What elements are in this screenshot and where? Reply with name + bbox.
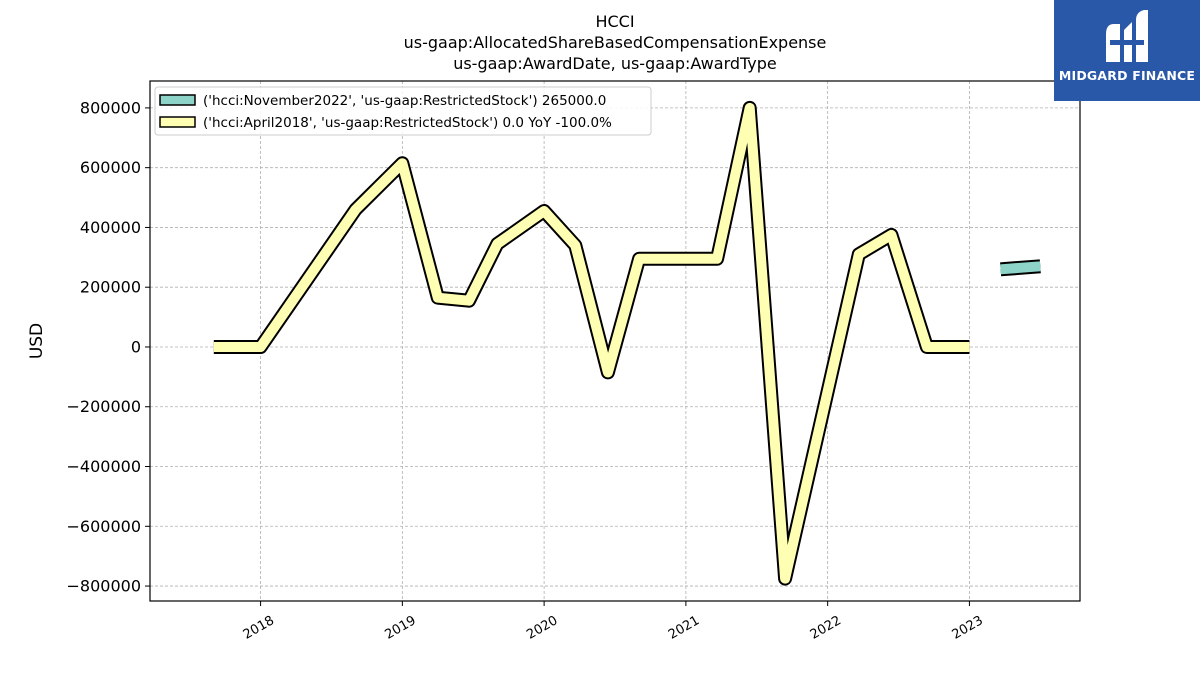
y-tick-label: 800000 (80, 98, 141, 117)
legend[interactable]: ('hcci:November2022', 'us-gaap:Restricte… (154, 86, 652, 136)
plot-frame (149, 80, 1081, 602)
series-line-0 (1000, 261, 1041, 275)
y-tick-label: 600000 (80, 158, 141, 177)
y-tick-label: −600000 (67, 517, 141, 536)
legend-swatch (159, 94, 196, 106)
logo-mark-icon (1106, 10, 1148, 62)
y-tick-label: −400000 (67, 457, 141, 476)
legend-box (154, 86, 652, 136)
x-tick-label: 2019 (383, 613, 419, 643)
y-tick-label: 200000 (80, 278, 141, 297)
y-axis-label: USD (27, 323, 47, 359)
y-tick-label: −200000 (67, 397, 141, 416)
series-line-1 (213, 102, 970, 584)
logo-text: MIDGARD FINANCE (1058, 68, 1196, 83)
chart-title: HCCI us-gaap:AllocatedShareBasedCompensat… (404, 12, 827, 73)
x-tick-label: 2018 (241, 613, 277, 643)
logo: MIDGARD FINANCE (1054, 0, 1200, 101)
axes: −800000 −600000 −400000 −200000 0 200000 40000… (27, 80, 1081, 643)
x-tick-label: 2021 (666, 613, 702, 643)
x-tick-label: 2022 (808, 613, 844, 643)
y-tick-label: 400000 (80, 218, 141, 237)
title-line: us-gaap:AwardDate, us-gaap:AwardType (453, 54, 777, 73)
x-tick-label: 2020 (524, 613, 560, 643)
y-tick-label: 0 (131, 337, 141, 356)
y-tick-label: −800000 (67, 577, 141, 596)
legend-swatch (159, 116, 196, 128)
title-line: HCCI (595, 12, 634, 31)
series-outline-1 (213, 100, 970, 586)
title-line: us-gaap:AllocatedShareBasedCompensationE… (404, 33, 827, 52)
series-group (213, 100, 1041, 586)
legend-label: ('hcci:November2022', 'us-gaap:Restricte… (203, 93, 606, 109)
x-tick-label: 2023 (950, 613, 986, 643)
legend-label: ('hcci:April2018', 'us-gaap:RestrictedSt… (203, 115, 612, 131)
